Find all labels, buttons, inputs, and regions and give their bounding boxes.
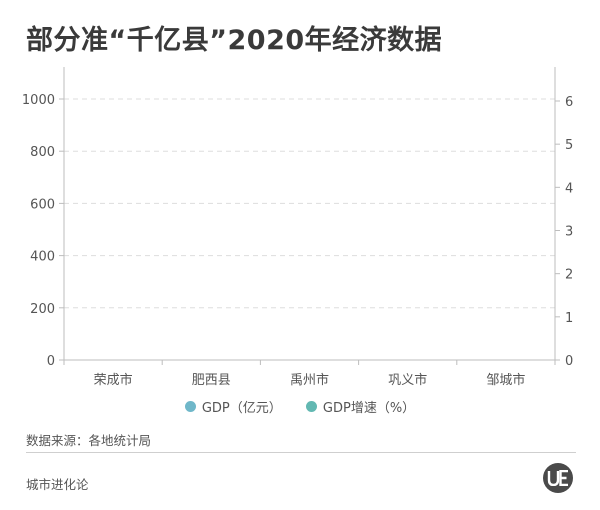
footer-divider — [26, 452, 576, 453]
data-source-note: 数据来源：各地统计局 — [26, 433, 152, 448]
right-y-tick-label: 5 — [565, 138, 573, 153]
axes — [59, 67, 560, 365]
legend: GDP（亿元） GDP增速（%） — [0, 397, 600, 416]
brand-name: 城市进化论 — [26, 477, 89, 492]
x-tick-labels: 荣成市 肥西县 禹州市 巩义市 邹城市 — [94, 372, 526, 388]
left-y-tick-labels: 0 200 400 600 800 1000 — [22, 93, 55, 369]
chart-title: 部分准“千亿县”2020年经济数据 — [26, 25, 443, 56]
right-y-tick-label: 0 — [565, 354, 573, 369]
x-tick-label: 禹州市 — [290, 372, 329, 388]
right-y-tick-label: 3 — [565, 225, 573, 240]
right-y-tick-labels: 0 1 2 3 4 5 6 — [565, 95, 573, 369]
x-tick-label: 荣成市 — [94, 372, 133, 388]
legend-item-growth[interactable]: GDP增速（%） — [305, 397, 416, 416]
legend-label-gdp: GDP（亿元） — [201, 401, 282, 416]
x-tick-label: 邹城市 — [486, 372, 525, 388]
x-tick-label: 巩义市 — [388, 372, 427, 388]
right-y-tick-label: 6 — [565, 95, 573, 110]
right-y-tick-label: 1 — [565, 311, 573, 326]
right-y-tick-label: 2 — [565, 268, 573, 283]
left-y-tick-label: 600 — [30, 197, 55, 212]
left-y-tick-label: 400 — [30, 250, 55, 265]
gridlines — [64, 98, 555, 309]
legend-label-growth: GDP增速（%） — [322, 401, 416, 416]
left-y-tick-label: 200 — [30, 302, 55, 317]
legend-marker-growth — [305, 401, 317, 412]
right-y-tick-label: 4 — [565, 181, 573, 196]
ue-logo-icon — [543, 463, 573, 493]
left-y-tick-label: 0 — [47, 354, 55, 369]
x-tick-label: 肥西县 — [192, 373, 231, 388]
legend-item-gdp[interactable]: GDP（亿元） — [184, 397, 282, 416]
legend-marker-gdp — [184, 401, 196, 412]
chart-area: 0 200 400 600 800 1000 0 1 2 3 4 5 6 荣成市 肥西县 禹州市 巩义市 邹城… — [22, 67, 573, 388]
left-y-tick-label: 1000 — [22, 93, 55, 108]
left-y-tick-label: 800 — [30, 145, 55, 160]
